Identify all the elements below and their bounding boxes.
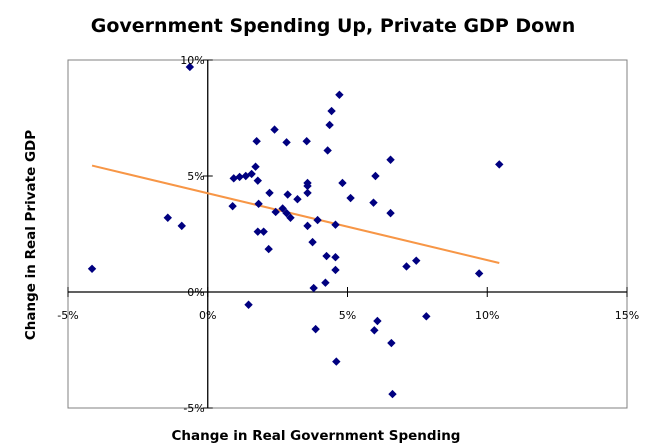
data-point (323, 146, 332, 155)
data-point (321, 278, 330, 287)
data-point (264, 244, 273, 254)
data-point (386, 208, 395, 218)
data-point (331, 265, 340, 275)
data-point (241, 171, 250, 181)
x-axis-title: Change in Real Government Spending (172, 428, 461, 444)
y-tick-label: 0% (187, 286, 204, 299)
data-point (325, 120, 334, 130)
trendline-group (91, 164, 500, 264)
data-point (271, 207, 280, 217)
data-point (332, 357, 341, 366)
data-point (309, 283, 318, 293)
data-point (253, 176, 262, 185)
data-point (229, 174, 238, 183)
data-point (311, 324, 320, 334)
data-point (308, 237, 317, 247)
data-point (228, 201, 237, 211)
tick-labels: -5% 0% 5% 10% 15% -5% 0% 5% 10% (57, 54, 639, 415)
data-point (331, 253, 340, 262)
data-point (254, 199, 263, 209)
data-point (278, 204, 287, 213)
data-point (259, 227, 268, 236)
data-point (177, 221, 186, 231)
data-point (293, 195, 302, 204)
data-point (286, 213, 295, 222)
data-point (265, 188, 274, 198)
y-tick-label: 10% (180, 54, 204, 67)
data-point (87, 264, 97, 273)
data-point (369, 198, 378, 207)
chart-title: Government Spending Up, Private GDP Down (91, 15, 576, 37)
data-point (346, 193, 355, 203)
data-point (495, 160, 504, 169)
data-point (327, 106, 336, 116)
trendline (91, 164, 500, 264)
axes (67, 59, 628, 409)
data-point (387, 338, 396, 348)
x-tick-label: 10% (475, 309, 499, 322)
data-point (282, 138, 291, 147)
y-tick-label: 5% (187, 170, 204, 183)
data-point (322, 251, 331, 261)
data-point (185, 62, 195, 72)
data-point (302, 137, 311, 146)
data-point (474, 269, 484, 278)
data-point (303, 188, 312, 198)
data-point (253, 227, 262, 236)
data-point (313, 215, 322, 225)
data-point (371, 171, 380, 181)
x-tick-label: 15% (615, 309, 639, 322)
data-point (282, 208, 291, 218)
data-point (270, 125, 279, 134)
y-axis-title: Change in Real Private GDP (23, 130, 39, 340)
data-point (303, 181, 312, 191)
x-tick-label: 5% (339, 309, 356, 322)
data-point (303, 221, 312, 231)
data-point (335, 90, 344, 99)
data-point (370, 326, 379, 335)
data-point (283, 190, 292, 199)
data-point (373, 316, 382, 326)
y-tick-label: -5% (183, 402, 204, 415)
x-tick-label: 0% (199, 309, 216, 322)
data-point (331, 220, 340, 229)
data-point (247, 169, 256, 179)
data-point (338, 178, 347, 188)
data-point (412, 256, 421, 265)
data-point (388, 389, 397, 399)
points-group (87, 62, 504, 399)
data-point (163, 213, 172, 222)
data-point (386, 155, 395, 164)
x-tick-label: -5% (57, 309, 78, 322)
data-point (252, 137, 261, 146)
data-point (251, 162, 260, 171)
data-point (235, 172, 244, 182)
plot-area (67, 59, 628, 409)
data-point (244, 300, 253, 309)
data-point (422, 312, 431, 321)
data-point (402, 262, 411, 271)
